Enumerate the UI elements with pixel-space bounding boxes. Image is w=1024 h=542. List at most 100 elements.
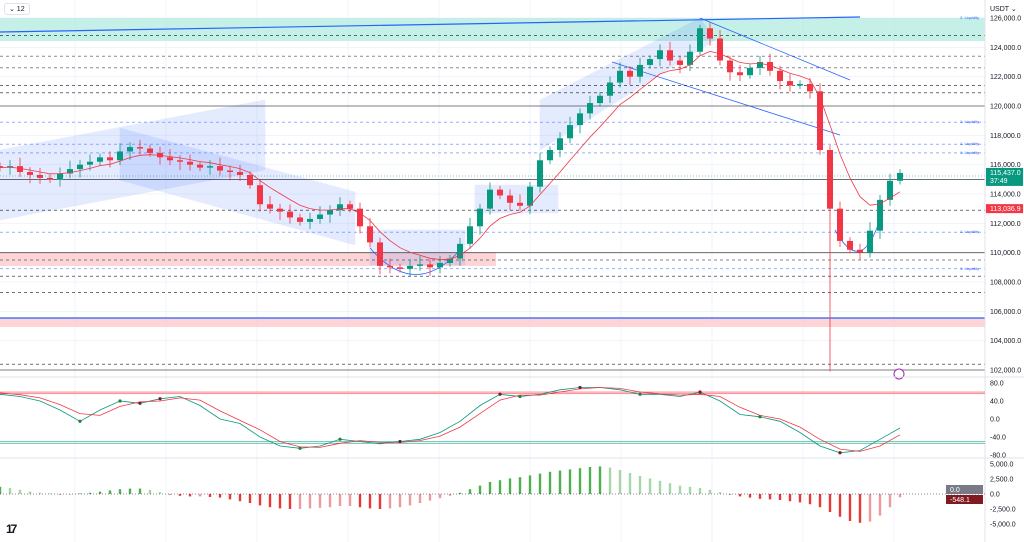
histogram-bar	[758, 494, 762, 499]
signal-line	[0, 387, 901, 452]
candle-body	[657, 50, 663, 60]
macd-tick-label: -2,500.0	[990, 507, 1016, 514]
histogram-bar	[888, 494, 892, 508]
tradingview-logo[interactable]: 17	[6, 522, 17, 536]
histogram-bar	[98, 491, 102, 494]
candle-body	[627, 70, 633, 77]
candle-body	[647, 59, 653, 65]
histogram-bar	[618, 470, 622, 494]
histogram-bar	[288, 494, 292, 509]
histogram-bar	[608, 467, 612, 494]
candle-body	[67, 169, 73, 174]
histogram-bar	[178, 494, 182, 496]
price-axis[interactable]: 126,000.0 124,000.0 122,000.0 120,000.0 118,…	[946, 16, 1023, 529]
histogram-bar	[588, 467, 592, 494]
candle-body	[347, 204, 353, 209]
macd-tick-label: 5,000.0	[990, 462, 1013, 469]
grid	[0, 0, 985, 542]
candle-body	[677, 60, 683, 65]
liquidity-label: 1. Liquidity	[960, 119, 979, 124]
candle-body	[757, 62, 763, 68]
price-tick-label: 120,000.0	[990, 104, 1021, 111]
price-tick-label: 104,000.0	[990, 338, 1021, 345]
histogram-bar	[718, 492, 722, 494]
candle-body	[27, 172, 33, 175]
candle-body	[687, 51, 693, 65]
histogram-bar	[648, 478, 652, 494]
histogram-bar	[238, 494, 242, 502]
histogram-bar	[638, 476, 642, 494]
oversold-band	[0, 441, 985, 444]
candle-body	[497, 189, 503, 196]
candle-body	[287, 211, 293, 218]
histogram-bar	[398, 494, 402, 508]
histogram-bar	[828, 494, 832, 512]
candle-body	[387, 265, 393, 268]
histogram-bar	[378, 494, 382, 509]
macd-zero-badge-text: 0.0	[950, 487, 960, 494]
candle-body	[767, 62, 773, 71]
candle-body	[447, 258, 453, 263]
histogram-bar	[468, 489, 472, 494]
histogram-bar	[628, 473, 632, 494]
candle-body	[87, 161, 93, 165]
candle-body	[177, 160, 183, 162]
candle-body	[817, 91, 823, 151]
cross-marker	[398, 439, 402, 444]
histogram-bar	[428, 494, 432, 501]
histogram-bar	[228, 494, 232, 500]
histogram-bar	[208, 494, 212, 497]
candle-body	[37, 174, 43, 178]
histogram-bar	[728, 494, 732, 495]
histogram-bar	[538, 473, 542, 494]
histogram-bar	[158, 492, 162, 494]
candle-body	[637, 64, 643, 77]
histogram-bar	[668, 483, 672, 494]
oscillator-tick-label: -40.0	[990, 435, 1006, 442]
histogram-bar	[328, 494, 332, 508]
cross-marker	[498, 392, 502, 396]
histogram-bar	[808, 494, 812, 505]
level-lines	[0, 35, 985, 371]
candle-body	[547, 150, 553, 161]
histogram-bar	[708, 489, 712, 494]
candle-body	[307, 218, 313, 222]
currency-selector[interactable]: USDT ⌄	[990, 6, 1017, 13]
interval-button[interactable]: ⌄ 12	[4, 3, 30, 15]
histogram-bar	[338, 494, 342, 506]
histogram-bar	[658, 480, 662, 494]
histogram-bar	[488, 482, 492, 494]
candle-body	[107, 157, 113, 161]
price-tick-label: 106,000.0	[990, 309, 1021, 316]
support-zone-low	[0, 318, 985, 327]
histogram-bar	[478, 485, 482, 494]
candle-body	[877, 199, 883, 231]
candle-body	[527, 186, 533, 206]
macd-value-badge	[946, 495, 983, 504]
histogram-bar	[678, 485, 682, 494]
histogram-bar	[438, 494, 442, 499]
histogram-bar	[118, 489, 122, 494]
histogram-bar	[458, 492, 462, 494]
price-tick-label: 114,000.0	[990, 192, 1021, 199]
candle-body	[317, 214, 323, 219]
candle-body	[327, 210, 333, 215]
histogram-bar	[898, 494, 902, 498]
candle-body	[567, 125, 573, 139]
candle-body	[897, 172, 903, 181]
candle-body	[167, 157, 173, 161]
candle-body	[597, 95, 603, 104]
histogram-bar	[248, 494, 252, 503]
candle-body	[887, 180, 893, 200]
liquidity-labels: 3. Liquidity 1. Liquidity 1. Liquidity 1. L…	[960, 15, 979, 271]
trendline-top	[0, 16, 861, 33]
candle-body	[417, 264, 423, 266]
histogram-bar	[48, 493, 52, 494]
candle-body	[437, 262, 443, 268]
histogram-bar	[738, 494, 742, 497]
histogram-bar	[778, 494, 782, 500]
current-price-badge-text: 37:49	[990, 178, 1008, 185]
histogram-bar	[268, 494, 272, 508]
histogram-bar	[868, 494, 872, 522]
